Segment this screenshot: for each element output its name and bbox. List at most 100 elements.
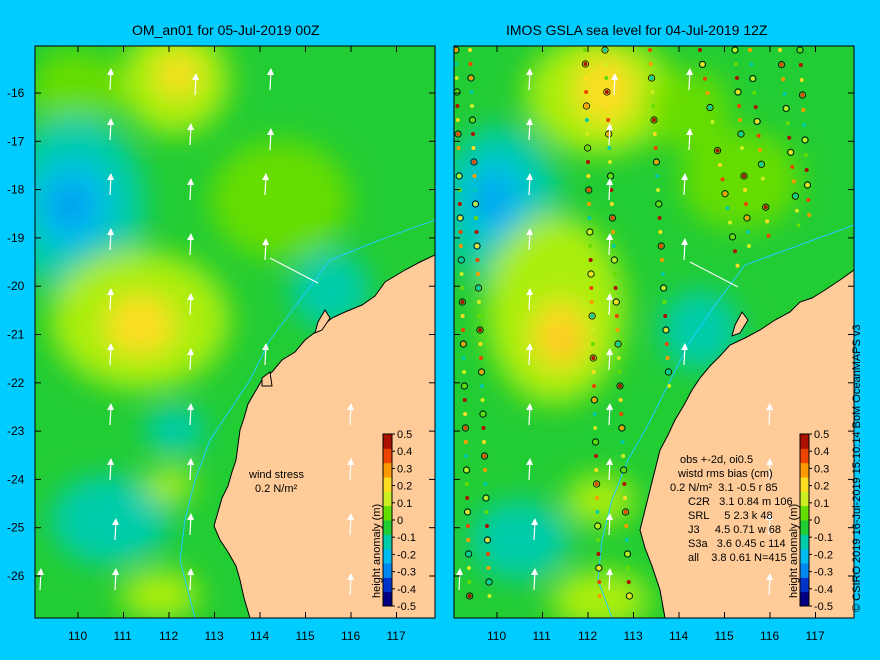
obs-marker — [469, 90, 474, 94]
obs-marker — [613, 272, 617, 276]
colorbar-tick-label: -0.4 — [397, 584, 416, 596]
obs-marker — [477, 314, 482, 318]
obs-marker — [482, 440, 486, 444]
colorbar-segment — [383, 534, 392, 550]
obs-marker — [586, 174, 591, 178]
obs-marker — [802, 123, 807, 127]
wind-arrow-head — [526, 403, 533, 410]
obs-marker — [462, 466, 471, 474]
obs-marker — [742, 174, 746, 178]
wind-arrow-head — [526, 458, 533, 465]
wind-arrow-head — [526, 288, 533, 295]
obs-marker — [787, 148, 795, 156]
wind-arrow-head — [107, 403, 114, 410]
wind-arrow-head — [107, 343, 114, 350]
obs-marker — [734, 62, 738, 66]
colorbar-tick-label: -0.3 — [814, 567, 833, 579]
obs-marker — [595, 496, 599, 500]
obs-marker — [458, 244, 463, 248]
colorbar-segment — [383, 491, 392, 507]
wind-arrow-head — [526, 173, 533, 180]
colorbar-tick-label: -0.5 — [397, 601, 416, 613]
obs-marker — [474, 284, 483, 292]
obs-marker — [476, 272, 480, 276]
obs-marker — [457, 256, 465, 264]
obs-marker — [610, 216, 615, 220]
obs-marker — [666, 370, 671, 374]
latitude-tick-label: -23 — [7, 424, 25, 438]
obs-marker — [462, 398, 467, 402]
wind-arrow-head — [107, 118, 114, 125]
obs-marker — [622, 508, 630, 516]
stats-overlap-row: 0.2 N/m² 3.1 -0.5 r 85 — [670, 482, 778, 494]
obs-marker — [784, 106, 789, 111]
obs-marker — [589, 354, 597, 362]
obs-marker — [593, 480, 601, 488]
wind-arrow-head — [526, 68, 533, 75]
obs-marker — [588, 244, 593, 248]
obs-marker — [621, 468, 626, 472]
obs-marker — [590, 342, 595, 346]
obs-marker — [465, 510, 470, 514]
island — [314, 309, 331, 334]
longitude-tick-label: 115 — [715, 629, 734, 643]
wind-arrow-head — [606, 458, 613, 465]
obs-marker — [584, 90, 589, 94]
obs-marker — [481, 426, 486, 430]
obs-marker — [458, 298, 466, 306]
obs-marker — [475, 244, 479, 248]
obs-marker — [466, 566, 471, 570]
wind-arrow-head — [187, 233, 194, 240]
obs-marker — [464, 454, 469, 458]
obs-marker — [713, 134, 717, 139]
colorbar-segment — [383, 505, 392, 521]
colorbar-segment — [800, 462, 809, 478]
wind-arrow-head — [606, 233, 613, 240]
wind-arrow-head — [606, 513, 613, 520]
obs-marker — [612, 258, 617, 262]
wind-arrow-head — [606, 348, 613, 355]
wind-arrow-head — [531, 518, 538, 525]
obs-marker — [593, 454, 598, 458]
obs-marker — [803, 181, 812, 189]
obs-marker — [654, 160, 659, 164]
obs-marker — [755, 119, 760, 124]
wind-arrow-head — [187, 458, 194, 465]
longitude-tick-label: 115 — [296, 629, 315, 643]
obs-marker — [743, 214, 751, 222]
wind-arrow-head — [187, 293, 194, 300]
shelf-contour — [179, 219, 435, 618]
obs-marker — [728, 233, 737, 241]
obs-marker — [460, 382, 468, 390]
wind-arrow-head — [262, 173, 269, 180]
obs-marker — [698, 48, 702, 52]
obs-marker — [592, 384, 596, 388]
wind-arrow-head — [766, 458, 773, 465]
wind-arrow-head — [526, 118, 533, 125]
obs-marker — [458, 216, 463, 220]
obs-marker — [759, 162, 764, 167]
obs-marker — [651, 104, 656, 108]
obs-marker — [461, 356, 466, 360]
obs-marker — [485, 524, 489, 528]
obs-marker — [762, 190, 767, 195]
obs-marker — [476, 286, 481, 290]
obs-marker — [618, 384, 622, 388]
obs-marker — [595, 510, 600, 514]
obs-marker — [467, 594, 472, 598]
longitude-tick-label: 112 — [578, 629, 597, 643]
obs-marker — [456, 132, 461, 136]
obs-marker — [454, 48, 458, 52]
obs-marker — [480, 452, 489, 460]
longitude-tick-label: 117 — [387, 629, 406, 643]
obs-marker — [483, 536, 492, 544]
wind-arrow-head — [606, 123, 613, 130]
obs-marker — [582, 102, 591, 110]
stats-row: SRL 5 2.3 k 48 — [688, 510, 773, 522]
wind-arrow-head — [347, 513, 354, 520]
longitude-tick-label: 111 — [533, 629, 552, 643]
wind-arrow-head — [606, 568, 613, 575]
obs-marker — [465, 496, 470, 500]
obs-marker — [608, 174, 613, 178]
wind-arrow-head — [531, 568, 538, 575]
